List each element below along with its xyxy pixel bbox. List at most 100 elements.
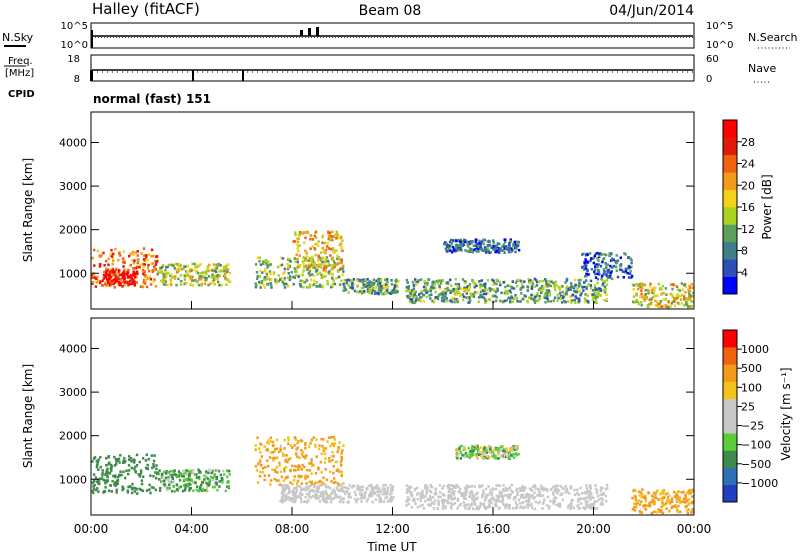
velocity-echo-cell	[213, 473, 217, 476]
velocity-echo-cell	[599, 493, 602, 496]
power-echo-cell	[315, 285, 318, 288]
power-echo-cell	[299, 285, 302, 288]
velocity-echo-cell	[169, 473, 172, 476]
velocity-echo-cell	[521, 506, 525, 510]
power-echo-cell	[441, 290, 445, 294]
power-echo-cell	[467, 286, 471, 290]
velocity-echo-cell	[635, 499, 638, 502]
velocity-echo-cell	[465, 486, 468, 490]
velocity-colorbar-cell	[723, 467, 737, 486]
power-echo-cell	[545, 281, 549, 284]
power-echo-cell	[302, 256, 305, 259]
velocity-echo-cell	[450, 491, 453, 495]
power-echo-cell	[594, 296, 597, 300]
power-echo-cell	[136, 254, 139, 257]
velocity-echo-cell	[318, 500, 322, 503]
velocity-echo-cell	[132, 458, 135, 461]
velocity-echo-cell	[307, 495, 311, 498]
power-echo-cell	[384, 292, 387, 295]
power-echo-cell	[517, 240, 521, 244]
power-echo-cell	[223, 269, 226, 273]
power-echo-cell	[105, 273, 109, 277]
velocity-echo-cell	[675, 491, 679, 495]
power-echo-cell	[643, 299, 646, 302]
velocity-echo-cell	[506, 504, 510, 508]
power-colorbar-tick-label: 24	[741, 158, 755, 171]
velocity-echo-cell	[408, 498, 411, 501]
velocity-echo-cell	[542, 488, 545, 492]
velocity-echo-cell	[279, 447, 282, 450]
velocity-echo-cell	[99, 456, 102, 459]
velocity-echo-cell	[478, 485, 481, 489]
velocity-echo-cell	[516, 493, 519, 497]
velocity-echo-cell	[322, 482, 326, 486]
velocity-echo-cell	[342, 482, 345, 485]
velocity-echo-cell	[325, 485, 328, 489]
velocity-echo-cell	[461, 454, 464, 457]
velocity-echo-cell	[139, 473, 142, 477]
velocity-echo-cell	[390, 487, 393, 490]
velocity-echo-cell	[499, 494, 502, 497]
velocity-echo-cell	[278, 483, 282, 486]
velocity-echo-cell	[333, 490, 336, 493]
velocity-echo-cell	[91, 460, 94, 463]
power-echo-cell	[609, 271, 612, 275]
velocity-echo-cell	[503, 448, 506, 451]
velocity-echo-cell	[292, 494, 295, 497]
power-echo-cell	[603, 280, 606, 283]
power-echo-cell	[550, 280, 553, 283]
velocity-echo-cell	[211, 469, 214, 473]
power-echo-cell	[438, 285, 441, 288]
velocity-echo-cell	[263, 478, 266, 482]
velocity-echo-cell	[537, 489, 540, 493]
power-echo-cell	[636, 287, 640, 291]
power-echo-cell	[410, 294, 414, 298]
velocity-echo-cell	[95, 480, 99, 484]
power-echo-cell	[454, 300, 458, 304]
velocity-echo-cell	[518, 502, 522, 505]
power-echo-cell	[500, 249, 503, 252]
velocity-echo-cell	[269, 483, 272, 486]
power-echo-cell	[114, 279, 118, 283]
velocity-echo-cell	[661, 499, 664, 503]
power-echo-cell	[309, 237, 312, 241]
power-echo-cell	[396, 290, 399, 293]
power-echo-cell	[262, 283, 265, 287]
power-echo-cell	[453, 292, 456, 295]
velocity-echo-cell	[531, 506, 534, 510]
velocity-echo-cell	[685, 504, 688, 508]
velocity-echo-cell	[427, 498, 430, 502]
power-echo-cell	[476, 247, 480, 251]
power-echo-cell	[335, 249, 338, 252]
velocity-echo-cell	[422, 507, 426, 510]
velocity-echo-cell	[504, 455, 508, 459]
power-ytick-label: 1000	[59, 267, 87, 280]
power-echo-cell	[641, 295, 644, 299]
noise-right-tick-low: 10^0	[706, 40, 733, 51]
power-echo-cell	[414, 290, 417, 294]
power-echo-cell	[514, 243, 518, 246]
velocity-echo-cell	[579, 486, 582, 490]
velocity-echo-cell	[391, 485, 395, 488]
power-echo-cell	[584, 299, 588, 302]
velocity-echo-cell	[122, 461, 125, 464]
velocity-echo-layer	[91, 435, 694, 515]
velocity-echo-cell	[283, 447, 286, 450]
power-echo-cell	[471, 240, 474, 243]
power-echo-cell	[489, 251, 492, 254]
power-echo-cell	[218, 283, 221, 287]
power-echo-cell	[345, 281, 349, 285]
velocity-echo-cell	[475, 492, 478, 496]
velocity-echo-cell	[506, 454, 509, 458]
velocity-echo-cell	[320, 452, 323, 456]
power-echo-cell	[142, 278, 146, 282]
power-echo-cell	[455, 247, 459, 250]
power-echo-cell	[592, 295, 595, 299]
velocity-echo-cell	[211, 485, 215, 489]
velocity-echo-cell	[487, 485, 490, 488]
power-echo-cell	[374, 290, 377, 293]
velocity-echo-cell	[471, 494, 475, 497]
velocity-echo-cell	[361, 485, 364, 489]
velocity-echo-cell	[263, 445, 266, 448]
